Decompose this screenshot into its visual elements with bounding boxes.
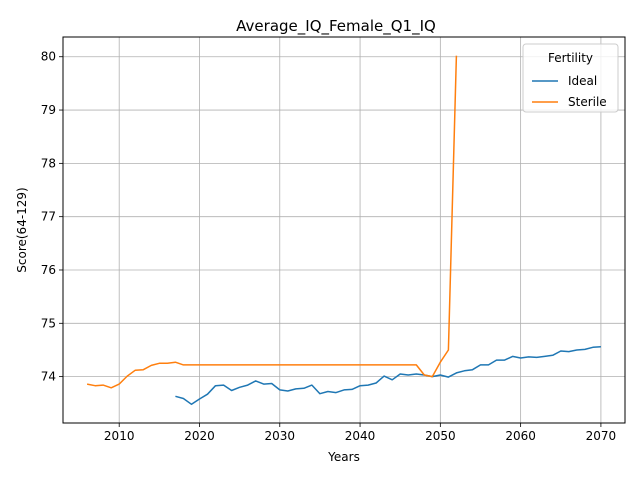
legend: Fertility Ideal Sterile [522,43,619,113]
legend-label-sterile: Sterile [568,95,607,109]
axis-ticks: 2010 2020 2030 2040 2050 2060 2070 74 75 76 77 78 79… [41,50,616,443]
chart-title: Average_IQ_Female_Q1_IQ [236,17,436,36]
y-tick-label: 80 [41,50,56,64]
y-tick-label: 75 [41,316,56,330]
series-lines [86,55,601,406]
x-tick-label: 2060 [505,429,536,443]
x-tick-label: 2040 [345,429,376,443]
x-tick-label: 2020 [184,429,215,443]
series-line-ideal [175,346,601,406]
x-tick-label: 2050 [425,429,456,443]
x-tick-label: 2070 [586,429,617,443]
y-tick-label: 74 [41,370,56,384]
series-line-sterile [86,55,458,389]
y-tick-label: 76 [41,263,56,277]
plot-frame [62,36,626,424]
x-tick-label: 2010 [104,429,135,443]
y-tick-label: 77 [41,210,56,224]
x-axis-title: Years [327,450,360,464]
y-axis-title: Score(64-129) [15,187,29,272]
legend-label-ideal: Ideal [568,74,597,88]
x-tick-label: 2030 [264,429,295,443]
legend-box [522,43,619,113]
y-tick-label: 79 [41,103,56,117]
legend-title: Fertility [548,51,593,65]
y-tick-label: 78 [41,156,56,170]
